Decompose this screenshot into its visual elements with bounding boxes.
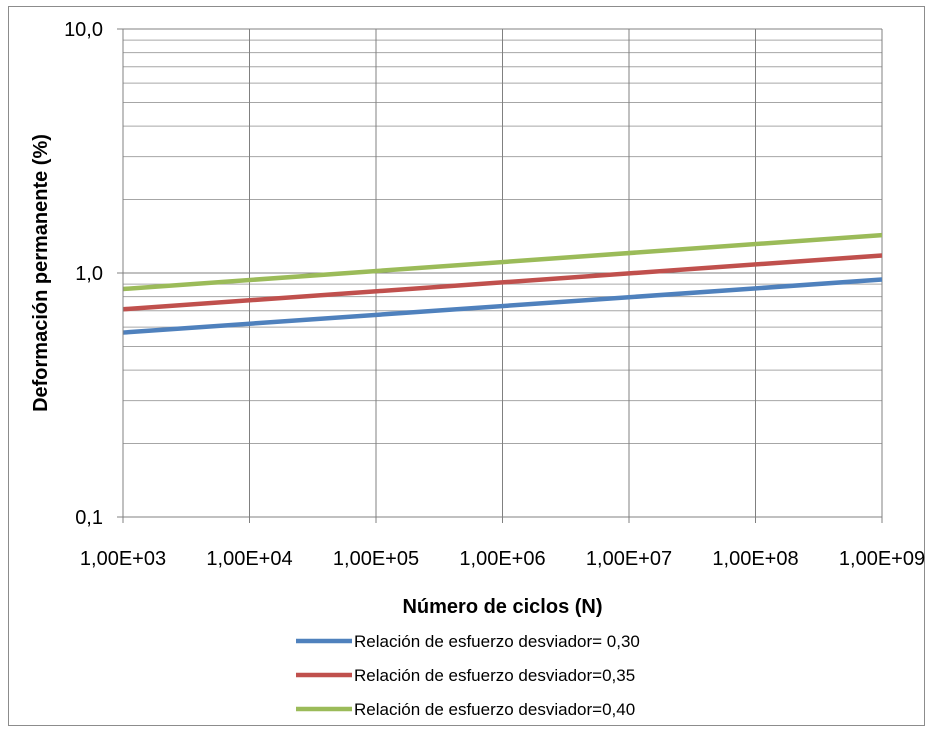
- x-tick-label: 1,00E+03: [80, 548, 166, 570]
- series-line-3: [122, 232, 883, 292]
- x-tick-label: 1,00E+07: [586, 548, 672, 570]
- series-line-1: [122, 277, 883, 335]
- y-tick-label: 0,1: [75, 507, 103, 529]
- x-tick-label: 1,00E+09: [839, 548, 925, 570]
- legend-label-3: Relación de esfuerzo desviador=0,40: [354, 700, 635, 719]
- y-tick-label: 1,0: [75, 263, 103, 285]
- x-tick-label: 1,00E+05: [333, 548, 419, 570]
- x-axis-title: Número de ciclos (N): [402, 596, 602, 618]
- y-axis-ticks: 0,1 1,0 10,0: [64, 19, 123, 529]
- y-axis-title: Deformación permanente (%): [30, 134, 52, 412]
- x-axis-ticks: 1,00E+03 1,00E+04 1,00E+05 1,00E+06 1,00E+07…: [80, 517, 925, 570]
- series-lines: [122, 232, 883, 335]
- y-tick-label: 10,0: [64, 19, 103, 41]
- series-line-2: [122, 253, 883, 312]
- legend: Relación de esfuerzo desviador= 0,30 Rela…: [296, 632, 640, 719]
- x-tick-label: 1,00E+04: [206, 548, 292, 570]
- legend-label-2: Relación de esfuerzo desviador=0,35: [354, 666, 635, 685]
- x-tick-label: 1,00E+08: [712, 548, 798, 570]
- gridlines: [123, 28, 883, 517]
- x-tick-label: 1,00E+06: [459, 548, 545, 570]
- legend-label-1: Relación de esfuerzo desviador= 0,30: [354, 632, 640, 651]
